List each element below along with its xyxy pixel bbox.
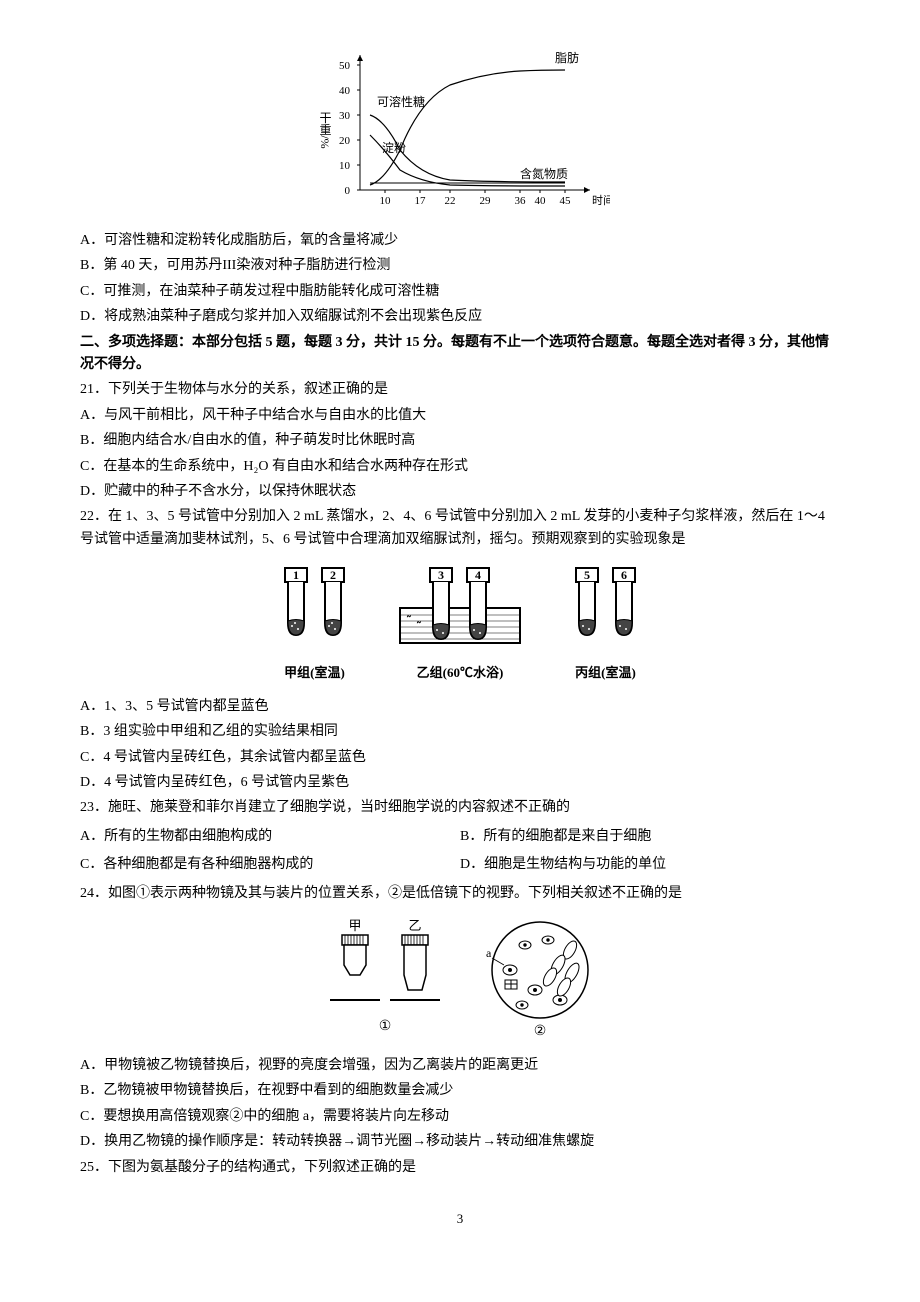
- tubes-bing-svg: 5 6: [561, 563, 651, 663]
- svg-text:3: 3: [438, 568, 444, 582]
- svg-text:50: 50: [339, 60, 351, 72]
- chart-seed-composition: 0 10 20 30 40 50 10 17 22 29 36 40 45 干重…: [80, 40, 840, 220]
- q20-option-b: B．第 40 天，可用苏丹III染液对种子脂肪进行检测: [80, 255, 840, 277]
- svg-text:40: 40: [535, 195, 547, 207]
- svg-text:20: 20: [339, 135, 351, 147]
- svg-text:10: 10: [339, 160, 351, 172]
- q24-option-d: D．换用乙物镜的操作顺序是：转动转换器→调节光圈→移动装片→转动细准焦螺旋: [80, 1131, 840, 1153]
- q20-option-a: A．可溶性糖和淀粉转化成脂肪后，氧的含量将减少: [80, 230, 840, 252]
- svg-text:45: 45: [560, 195, 572, 207]
- q21-option-c: C．在基本的生命系统中，H₂O 有自由水和结合水两种存在形式: [80, 456, 840, 478]
- q23-option-b: B．所有的细胞都是来自于细胞: [460, 826, 840, 848]
- q20-option-c: C．可推测，在油菜种子萌发过程中脂肪能转化成可溶性糖: [80, 281, 840, 303]
- svg-text:4: 4: [475, 568, 481, 582]
- svg-text:~: ~: [407, 613, 411, 621]
- page-number: 3: [80, 1209, 840, 1230]
- svg-text:~: ~: [417, 619, 421, 627]
- svg-text:②: ②: [534, 1024, 547, 1039]
- tubes-jia-svg: 1 2: [270, 563, 360, 663]
- svg-text:可溶性糖: 可溶性糖: [377, 94, 425, 109]
- microscope-figure: 甲 乙 ① a ②: [80, 915, 840, 1045]
- svg-text:10: 10: [380, 195, 392, 207]
- q23-stem: 23．施旺、施莱登和菲尔肖建立了细胞学说，当时细胞学说的内容叙述不正确的: [80, 797, 840, 819]
- q24-option-c: C．要想换用高倍镜观察②中的细胞 a，需要将装片向左移动: [80, 1106, 840, 1128]
- svg-text:甲: 甲: [348, 918, 361, 933]
- q21-option-b: B．细胞内结合水/自由水的值，种子萌发时比休眠时高: [80, 430, 840, 452]
- svg-text:①: ①: [379, 1019, 392, 1034]
- q23-option-a: A．所有的生物都由细胞构成的: [80, 826, 460, 848]
- svg-text:时间/d: 时间/d: [592, 194, 610, 207]
- svg-text:29: 29: [480, 195, 492, 207]
- svg-text:17: 17: [415, 195, 427, 207]
- group-jia-label: 甲组(室温): [270, 663, 360, 684]
- q22-stem: 22．在 1、3、5 号试管中分别加入 2 mL 蒸馏水，2、4、6 号试管中分…: [80, 506, 840, 551]
- svg-text:干重/%: 干重/%: [318, 111, 332, 148]
- line-chart-svg: 0 10 20 30 40 50 10 17 22 29 36 40 45 干重…: [310, 40, 610, 220]
- svg-text:5: 5: [584, 568, 590, 582]
- q21-stem: 21．下列关于生物体与水分的关系，叙述正确的是: [80, 379, 840, 401]
- group-yi-label: 乙组(60℃水浴): [395, 663, 525, 684]
- q25-stem: 25．下图为氨基酸分子的结构通式，下列叙述正确的是: [80, 1157, 840, 1179]
- svg-text:含氮物质: 含氮物质: [520, 166, 568, 181]
- svg-text:淀粉: 淀粉: [382, 141, 406, 155]
- q24-option-a: A．甲物镜被乙物镜替换后，视野的亮度会增强，因为乙离装片的距离更近: [80, 1055, 840, 1077]
- section2-header: 二、多项选择题：本部分包括 5 题，每题 3 分，共计 15 分。每题有不止一个…: [80, 332, 840, 377]
- tube-group-jia: 1 2 甲组(室温): [270, 563, 360, 684]
- svg-text:2: 2: [330, 568, 336, 582]
- svg-text:1: 1: [293, 568, 299, 582]
- svg-text:a: a: [486, 946, 492, 960]
- svg-text:22: 22: [445, 195, 456, 207]
- tube-group-yi: ~ ~ 3 4 乙组(60℃水浴): [395, 563, 525, 684]
- svg-text:乙: 乙: [408, 918, 421, 933]
- group-bing-label: 丙组(室温): [561, 663, 651, 684]
- microscope-svg: 甲 乙 ① a ②: [300, 915, 620, 1045]
- q21-option-d: D．贮藏中的种子不含水分，以保持休眠状态: [80, 481, 840, 503]
- svg-text:40: 40: [339, 85, 351, 97]
- q23-option-c: C．各种细胞都是有各种细胞器构成的: [80, 854, 460, 876]
- svg-text:36: 36: [515, 195, 527, 207]
- q22-option-d: D．4 号试管内呈砖红色，6 号试管内呈紫色: [80, 772, 840, 794]
- tubes-yi-svg: ~ ~ 3 4: [395, 563, 525, 663]
- q24-option-b: B．乙物镜被甲物镜替换后，在视野中看到的细胞数量会减少: [80, 1080, 840, 1102]
- q22-option-c: C．4 号试管内呈砖红色，其余试管内都呈蓝色: [80, 747, 840, 769]
- q23-option-d: D．细胞是生物结构与功能的单位: [460, 854, 840, 876]
- q22-option-b: B．3 组实验中甲组和乙组的实验结果相同: [80, 721, 840, 743]
- q24-stem: 24．如图①表示两种物镜及其与装片的位置关系，②是低倍镜下的视野。下列相关叙述不…: [80, 883, 840, 905]
- q21-option-a: A．与风干前相比，风干种子中结合水与自由水的比值大: [80, 405, 840, 427]
- q20-option-d: D．将成熟油菜种子磨成匀浆并加入双缩脲试剂不会出现紫色反应: [80, 306, 840, 328]
- svg-text:6: 6: [621, 568, 627, 582]
- test-tubes-figure: 1 2 甲组(室温) ~ ~ 3: [80, 563, 840, 684]
- svg-text:0: 0: [345, 185, 351, 197]
- tube-group-bing: 5 6 丙组(室温): [561, 563, 651, 684]
- svg-text:脂肪: 脂肪: [555, 50, 579, 65]
- q22-option-a: A．1、3、5 号试管内都呈蓝色: [80, 696, 840, 718]
- svg-text:30: 30: [339, 110, 351, 122]
